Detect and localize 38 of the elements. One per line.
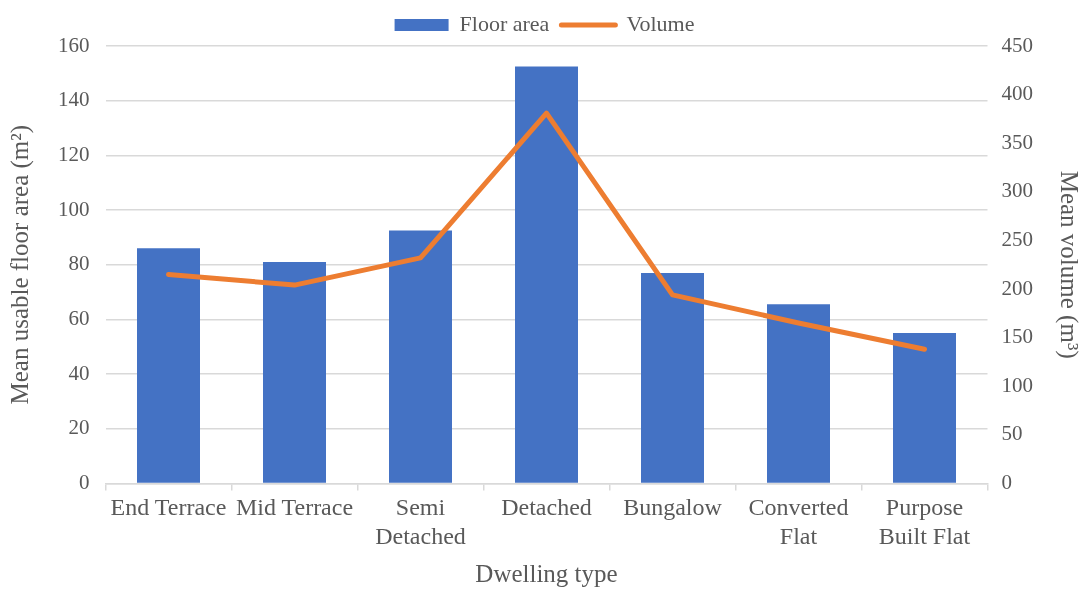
- x-tick-label: Converted Flat: [748, 494, 849, 549]
- y-axis-title: Mean usable floor area (m²): [5, 124, 34, 405]
- y2-tick-label: 300: [1001, 178, 1033, 203]
- y2-tick-label: 350: [1001, 129, 1033, 154]
- y-tick-label: 40: [68, 360, 90, 385]
- x-tick-label: Bungalow: [623, 494, 723, 521]
- y2-tick-label: 100: [1001, 372, 1033, 397]
- y2-tick-label: 50: [1001, 421, 1023, 446]
- bar: [641, 272, 704, 483]
- y-tick-label: 120: [58, 141, 90, 166]
- y2-tick-label: 0: [1001, 469, 1012, 494]
- y-tick-label: 20: [68, 415, 90, 440]
- x-axis-title: Dwelling type: [475, 559, 618, 587]
- y-tick-label: 160: [58, 32, 90, 57]
- x-tick-label: Semi Detached: [375, 494, 466, 549]
- legend-label: Volume: [626, 10, 695, 36]
- y2-tick-label: 250: [1001, 226, 1033, 251]
- bar: [389, 230, 452, 483]
- y-tick-label: 0: [79, 469, 90, 494]
- x-tick-label: Detached: [501, 494, 592, 521]
- y2-tick-label: 150: [1001, 324, 1033, 349]
- y-tick-label: 80: [68, 251, 90, 276]
- x-tick-label: End Terrace: [110, 494, 227, 521]
- y-tick-label: 140: [58, 87, 90, 112]
- y-tick-label: 60: [68, 305, 90, 330]
- y2-tick-label: 200: [1001, 275, 1033, 300]
- y-tick-label: 100: [58, 196, 90, 221]
- bar: [137, 248, 200, 483]
- legend-label: Floor area: [459, 10, 550, 36]
- y2-tick-label: 450: [1001, 32, 1033, 57]
- bar: [515, 66, 578, 483]
- y2-tick-label: 400: [1001, 81, 1033, 106]
- bar: [893, 333, 956, 483]
- x-tick-label: Mid Terrace: [235, 494, 354, 521]
- bar: [263, 261, 326, 483]
- bar: [767, 304, 830, 483]
- y2-axis-title: Mean volume (m³): [1055, 170, 1084, 359]
- x-tick-label: Purpose Built Flat: [878, 494, 971, 549]
